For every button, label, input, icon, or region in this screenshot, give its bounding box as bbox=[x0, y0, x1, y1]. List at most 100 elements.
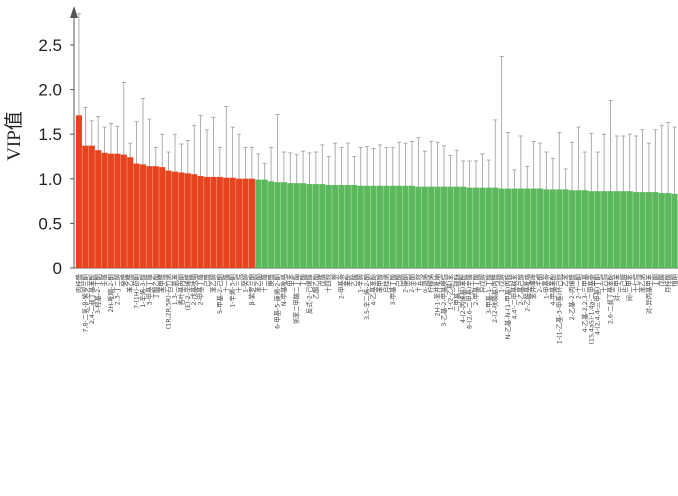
y-tick-label: 1.0 bbox=[38, 170, 62, 189]
bar bbox=[396, 185, 403, 269]
bar bbox=[255, 179, 262, 269]
bar bbox=[498, 188, 505, 269]
category-label: β-紫罗兰酮 bbox=[247, 274, 256, 305]
category-label: 2-(2-呋喃基)丙醛 bbox=[490, 273, 499, 323]
bar bbox=[293, 183, 300, 269]
category-label: 8-(2,6-二甲基)辛醛 bbox=[465, 273, 474, 329]
category-label: 十二醛 bbox=[260, 273, 269, 293]
category-label: 2-辛酮 bbox=[407, 274, 416, 293]
bar bbox=[229, 177, 236, 269]
bar bbox=[626, 191, 633, 269]
category-label: 甲苯 bbox=[285, 273, 294, 286]
bar bbox=[300, 183, 307, 269]
bar bbox=[242, 178, 249, 269]
bar bbox=[376, 185, 384, 269]
bar bbox=[402, 185, 409, 269]
bar bbox=[203, 176, 211, 269]
bar bbox=[472, 187, 480, 269]
bar bbox=[127, 157, 134, 269]
category-label: 2-十一酮 bbox=[573, 274, 582, 299]
category-label: 月桂烯 bbox=[381, 273, 390, 293]
bar bbox=[146, 166, 153, 269]
y-axis-arrow bbox=[70, 6, 78, 18]
bar bbox=[210, 176, 217, 269]
bar bbox=[645, 192, 652, 269]
category-label: 乙苯 bbox=[561, 273, 570, 286]
category-label: 1-癸醇 bbox=[240, 273, 249, 293]
bar bbox=[485, 187, 492, 269]
category-label: 正己醇 bbox=[618, 273, 627, 293]
category-label: 十六烷 bbox=[599, 273, 608, 293]
bar bbox=[75, 115, 83, 269]
bar bbox=[588, 191, 595, 269]
category-label: 1-(1-乙基-3-甲基)环己烷 bbox=[554, 273, 563, 344]
bar bbox=[601, 191, 608, 269]
category-label: 己醛 bbox=[202, 273, 211, 286]
bar bbox=[511, 188, 518, 269]
category-label: 间-二甲苯 bbox=[625, 273, 634, 301]
bar bbox=[268, 181, 275, 269]
bar bbox=[133, 163, 140, 269]
bar bbox=[312, 184, 319, 269]
category-label: 3,5-辛二烯-2-酮 bbox=[362, 274, 371, 320]
bar bbox=[594, 191, 601, 269]
bar bbox=[261, 179, 268, 269]
category-label: 2-戊基呋喃 bbox=[189, 273, 198, 305]
y-tick-label: 0.5 bbox=[38, 214, 62, 233]
category-label: 2,3-丁二醇 bbox=[112, 273, 121, 305]
category-label: 柠檬烯 bbox=[426, 273, 435, 293]
category-label: 4-甲基苯酚 bbox=[548, 273, 557, 305]
category-label: 苯甲醛 bbox=[157, 273, 166, 293]
bar bbox=[575, 190, 582, 269]
bar bbox=[191, 174, 198, 269]
category-label: α-蒎烯 bbox=[420, 273, 429, 293]
category-label: 己酸 bbox=[394, 273, 403, 286]
bars bbox=[75, 115, 678, 269]
bar bbox=[530, 188, 537, 269]
bar bbox=[287, 183, 294, 269]
category-label: 香叶基丙酮 bbox=[176, 274, 185, 305]
bar bbox=[658, 192, 665, 269]
bar bbox=[101, 152, 108, 269]
bar bbox=[562, 189, 569, 269]
bar bbox=[652, 192, 659, 269]
bar bbox=[95, 150, 102, 269]
category-label: 十四烷 bbox=[324, 273, 333, 293]
category-labels: 肉桂醛 7,8-二氢-β-紫罗兰酮 2,4-二叔丁基苯酚 3-羟基-2-丁酮 壬醛 2H-… bbox=[74, 273, 678, 344]
bar bbox=[338, 184, 345, 269]
category-label: 异戊醇 bbox=[477, 273, 486, 293]
category-label: 苯乙烯 bbox=[638, 273, 647, 293]
bar bbox=[114, 153, 121, 269]
bar bbox=[607, 191, 614, 269]
bar bbox=[415, 186, 422, 269]
category-label: 壬醛 bbox=[100, 273, 109, 286]
bar bbox=[306, 184, 313, 269]
category-label: 月桂酸 bbox=[663, 273, 672, 293]
category-label: 对-二甲苯 bbox=[612, 273, 621, 301]
category-label: 4-(2,4,4-三甲基)丁酮 bbox=[593, 274, 602, 335]
bar bbox=[434, 186, 441, 269]
bar bbox=[633, 192, 640, 269]
bar bbox=[383, 185, 390, 269]
y-tick-label: 2.5 bbox=[38, 36, 62, 55]
category-label: 4-乙基-2,2,3-三甲基 bbox=[580, 273, 589, 332]
bar bbox=[569, 190, 576, 269]
category-label: 2,4-二叔丁基苯酚 bbox=[87, 273, 96, 324]
category-label: (E)-2-辛烯醛 bbox=[183, 273, 192, 310]
category-label: 6-甲基-5-庚烯-2-酮 bbox=[272, 274, 281, 329]
category-label: 肉桂醛 bbox=[74, 273, 83, 293]
bar bbox=[492, 187, 499, 269]
bar bbox=[581, 190, 588, 269]
bar bbox=[351, 184, 358, 269]
bar bbox=[274, 182, 281, 269]
bar bbox=[537, 188, 544, 269]
bar bbox=[671, 193, 678, 269]
bar bbox=[421, 186, 428, 269]
category-label: 2H-吡喃-2-酮 bbox=[106, 274, 115, 312]
bar bbox=[370, 185, 377, 269]
category-label: 苯甲醇 bbox=[375, 273, 384, 293]
category-label: 4,4'-二甲基联苯 bbox=[509, 273, 518, 319]
bar bbox=[325, 184, 332, 269]
category-label: 2-乙酰基吡咯 bbox=[522, 273, 531, 311]
